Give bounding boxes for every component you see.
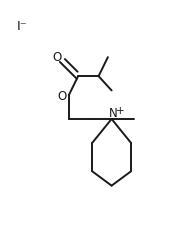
Text: I⁻: I⁻ bbox=[17, 20, 28, 33]
Text: O: O bbox=[57, 90, 66, 103]
Text: +: + bbox=[116, 106, 124, 116]
Text: O: O bbox=[53, 51, 62, 64]
Text: N: N bbox=[109, 107, 118, 119]
